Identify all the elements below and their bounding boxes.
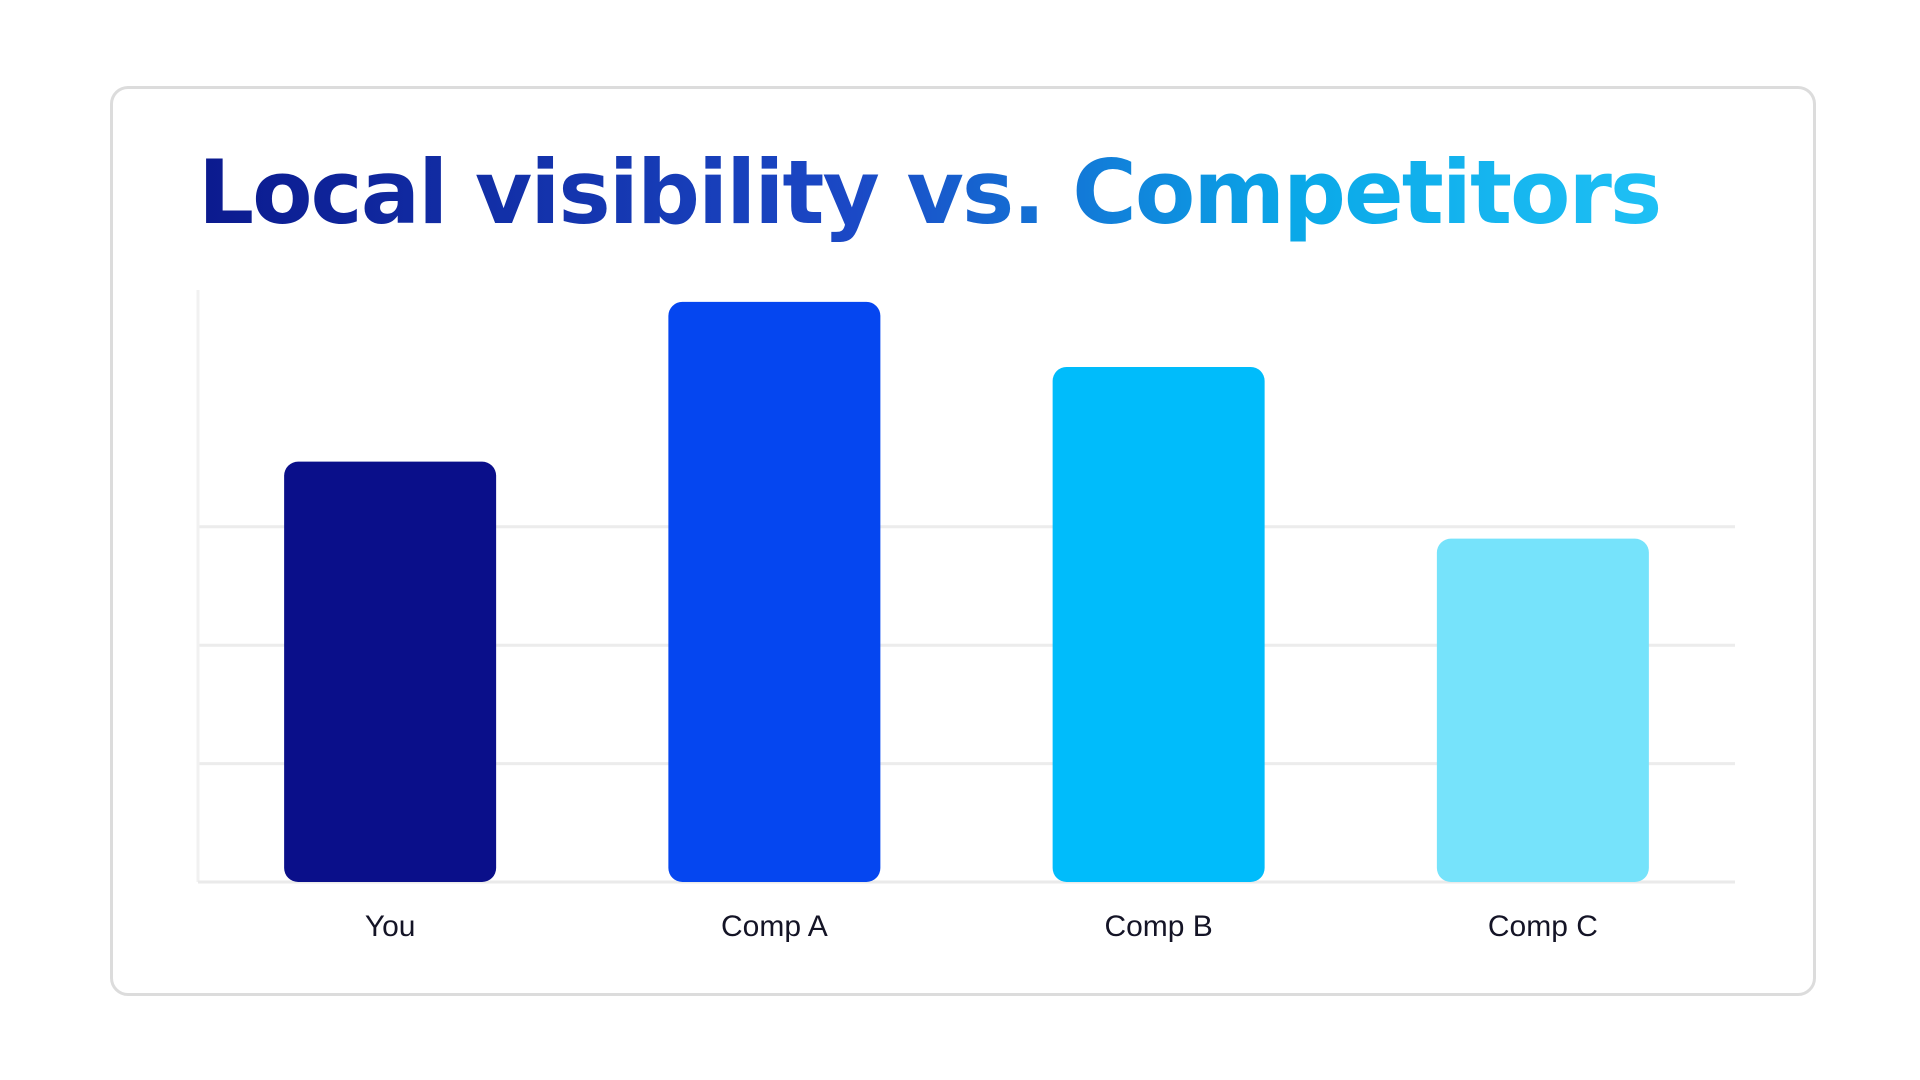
bar-comp-b <box>1052 366 1265 883</box>
bar-comp-a <box>668 301 881 883</box>
bars <box>284 301 1649 883</box>
x-tick-label: Comp C <box>1488 910 1598 943</box>
x-tick-label: Comp A <box>721 910 828 943</box>
bar-comp-c <box>1436 538 1649 882</box>
chart-title: Local visibility vs. Competitors <box>198 141 1662 244</box>
x-tick-label: You <box>365 910 416 943</box>
x-tick-label: Comp B <box>1104 910 1212 943</box>
x-tick-labels: You Comp A Comp B Comp C <box>365 910 1598 943</box>
bar-you <box>284 461 497 882</box>
